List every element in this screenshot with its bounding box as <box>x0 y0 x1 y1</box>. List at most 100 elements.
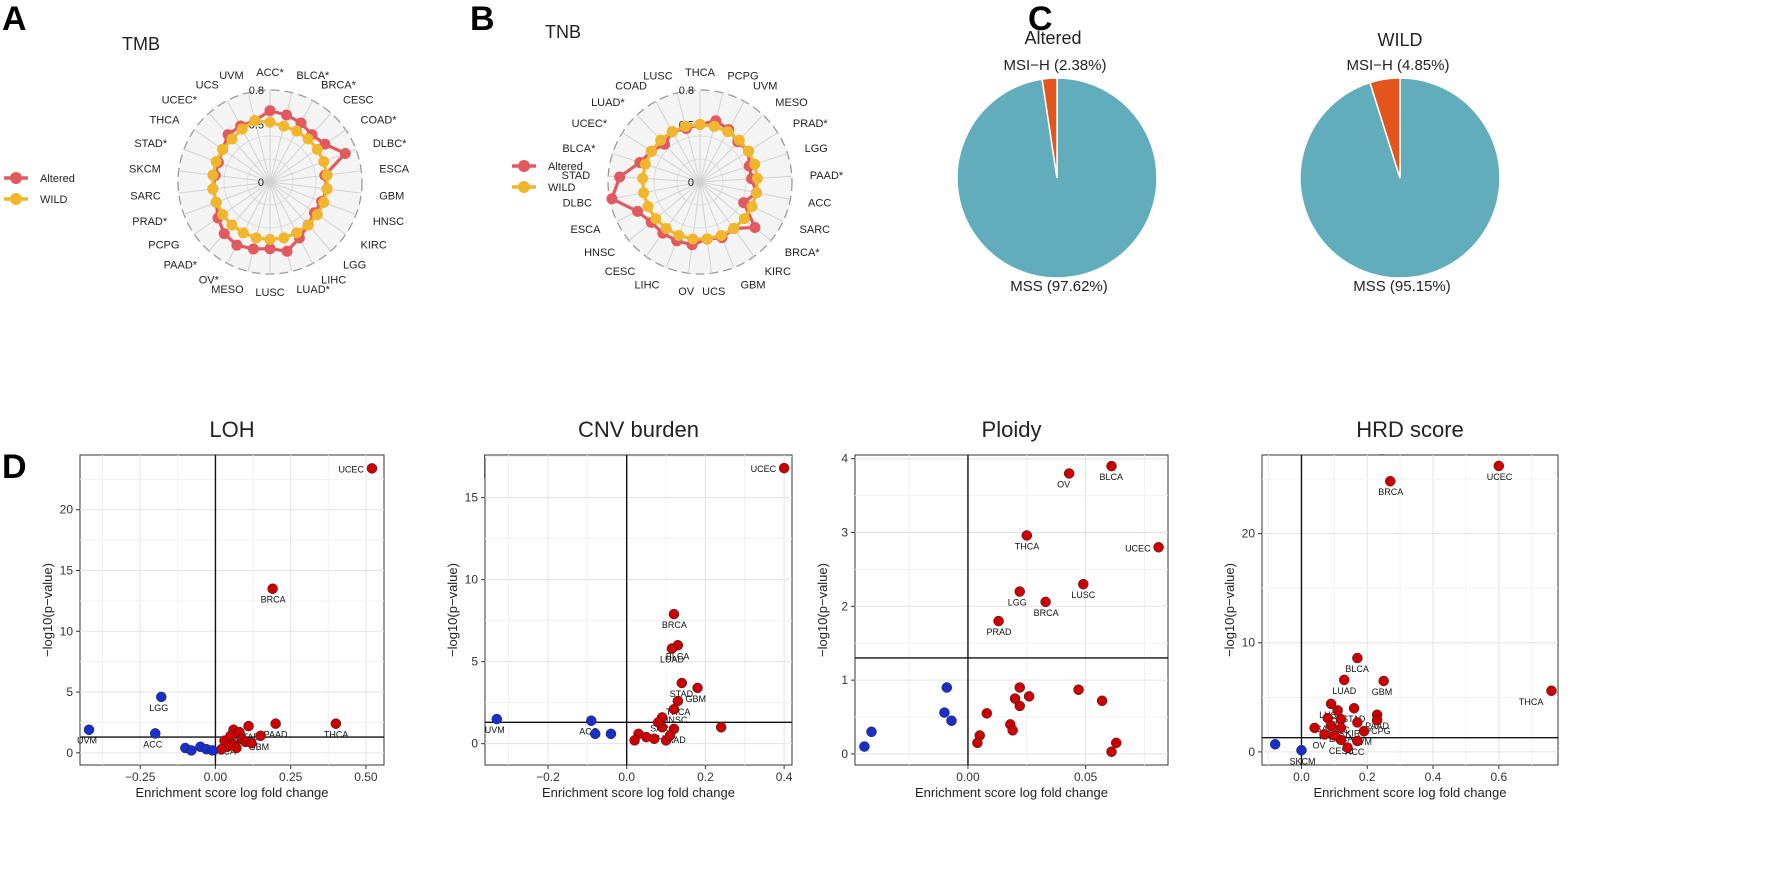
legend-marker-altered <box>518 160 530 172</box>
radar-spoke <box>247 92 271 183</box>
data-point <box>1352 652 1363 664</box>
data-point <box>941 682 953 693</box>
data-point <box>216 743 227 755</box>
legend-label-wild: WILD <box>548 182 576 194</box>
data-point <box>1269 739 1281 750</box>
radar-point-wild <box>264 234 276 245</box>
data-point <box>83 724 95 735</box>
radar-point-wild <box>210 196 222 208</box>
radar-spoke <box>178 170 271 183</box>
plot-title: CNV burden <box>578 417 699 442</box>
volcano-plot-cnv-burden: CNV burden −0.2 0.0 0.2 0.4 0 5 10 15 Enrichment … <box>445 417 793 800</box>
radar-point-wild <box>660 223 672 235</box>
point-label: BRCA <box>662 620 687 630</box>
y-axis-label: −log10(p−value) <box>40 563 55 657</box>
radar-axis-label: UVM <box>753 81 777 93</box>
plot-title: Ploidy <box>982 417 1042 442</box>
radar-point-wild <box>264 116 276 128</box>
x-tick-label: 0.05 <box>1074 770 1098 784</box>
radar-point-wild <box>666 126 678 138</box>
radar-point-wild <box>278 232 290 244</box>
radar-spoke <box>269 129 346 183</box>
x-tick-label: −0.2 <box>536 770 560 784</box>
data-point <box>692 682 703 694</box>
data-point <box>1110 737 1122 749</box>
radar-axis-label: MESO <box>211 284 244 296</box>
radar-point-altered <box>264 105 276 117</box>
radar-axis-label: ACC <box>808 198 831 210</box>
point-label: ACC <box>579 727 599 737</box>
radar-axis-label: UVM <box>219 70 243 82</box>
radar-axis-label: ESCA <box>571 224 602 236</box>
radar-point-wild <box>226 133 238 145</box>
point-label: OV <box>1312 740 1325 750</box>
radar-spoke <box>183 148 271 183</box>
data-point <box>859 741 870 752</box>
radar-point-wild <box>217 143 229 155</box>
radar-axis-label: DLBC <box>563 198 592 210</box>
radar-point-wild <box>236 123 248 135</box>
radar-spoke <box>208 181 271 252</box>
plot-title: LOH <box>209 417 254 442</box>
y-axis-label: −log10(p−value) <box>445 563 460 657</box>
data-point <box>1021 530 1033 541</box>
radar-point-altered <box>231 239 243 251</box>
y-tick-label: 0 <box>841 747 848 761</box>
radar-spoke <box>194 129 271 183</box>
x-tick-label: 0.25 <box>279 770 303 784</box>
x-axis-label: Enrichment score log fold change <box>542 785 735 800</box>
radar-axis-label: PAAD* <box>810 170 844 182</box>
data-point <box>1546 685 1557 697</box>
data-point <box>586 715 597 726</box>
radar-point-altered <box>264 243 276 255</box>
radar-point-wild <box>751 172 763 184</box>
radar-axis-label: LUSC <box>255 287 284 299</box>
radar-point-altered <box>614 171 626 183</box>
data-point <box>1352 717 1363 728</box>
data-point <box>1078 578 1089 590</box>
radar-spoke <box>687 181 701 274</box>
radar-point-wild <box>645 145 657 157</box>
radar-spoke <box>699 92 724 183</box>
radar-spoke <box>628 181 701 242</box>
data-point <box>1385 475 1396 487</box>
radar-point-wild <box>250 232 262 244</box>
x-tick-label: −0.25 <box>125 770 156 784</box>
y-axis-label: −log10(p−value) <box>1222 563 1237 657</box>
radar-spoke <box>655 101 701 183</box>
radar-point-wild <box>311 209 323 221</box>
radar-point-wild <box>637 172 649 184</box>
point-label: STAD <box>237 732 261 742</box>
radar-point-wild <box>639 158 651 170</box>
chart-title: TMB <box>122 34 160 54</box>
data-point <box>1325 698 1337 710</box>
pie-title: Altered <box>1024 28 1081 48</box>
volcano-plot-ploidy: Ploidy 0.00 0.05 0 1 2 3 4 Enrichment score log … <box>815 417 1169 800</box>
radar-point-wild <box>650 213 662 225</box>
radar-spoke <box>699 175 792 183</box>
data-point <box>972 737 983 749</box>
radar-spoke <box>699 181 735 268</box>
radar-point-altered <box>738 197 750 209</box>
radar-axis-label: LUAD* <box>591 97 625 109</box>
radar-point-altered <box>606 193 618 205</box>
radar-point-altered <box>281 109 293 121</box>
radar-axis-label: KIRC <box>361 239 387 251</box>
radar-point-altered <box>218 228 230 240</box>
point-label: LGG <box>149 703 168 713</box>
radar-point-wild <box>291 125 303 137</box>
radar-point-altered <box>247 243 259 255</box>
radar-spoke <box>194 181 271 235</box>
data-point <box>1009 693 1021 704</box>
radar-axis-label: DLBC* <box>373 138 407 150</box>
radar-axis-label: PRAD* <box>793 118 829 130</box>
radar-point-altered <box>339 147 351 159</box>
radar-axis-label: COAD <box>615 81 647 93</box>
data-point <box>186 745 197 756</box>
y-tick-label: 10 <box>465 573 479 587</box>
y-tick-label: 1 <box>841 673 848 687</box>
data-point <box>231 742 242 754</box>
data-point <box>629 735 640 746</box>
radar-spoke <box>178 181 271 194</box>
